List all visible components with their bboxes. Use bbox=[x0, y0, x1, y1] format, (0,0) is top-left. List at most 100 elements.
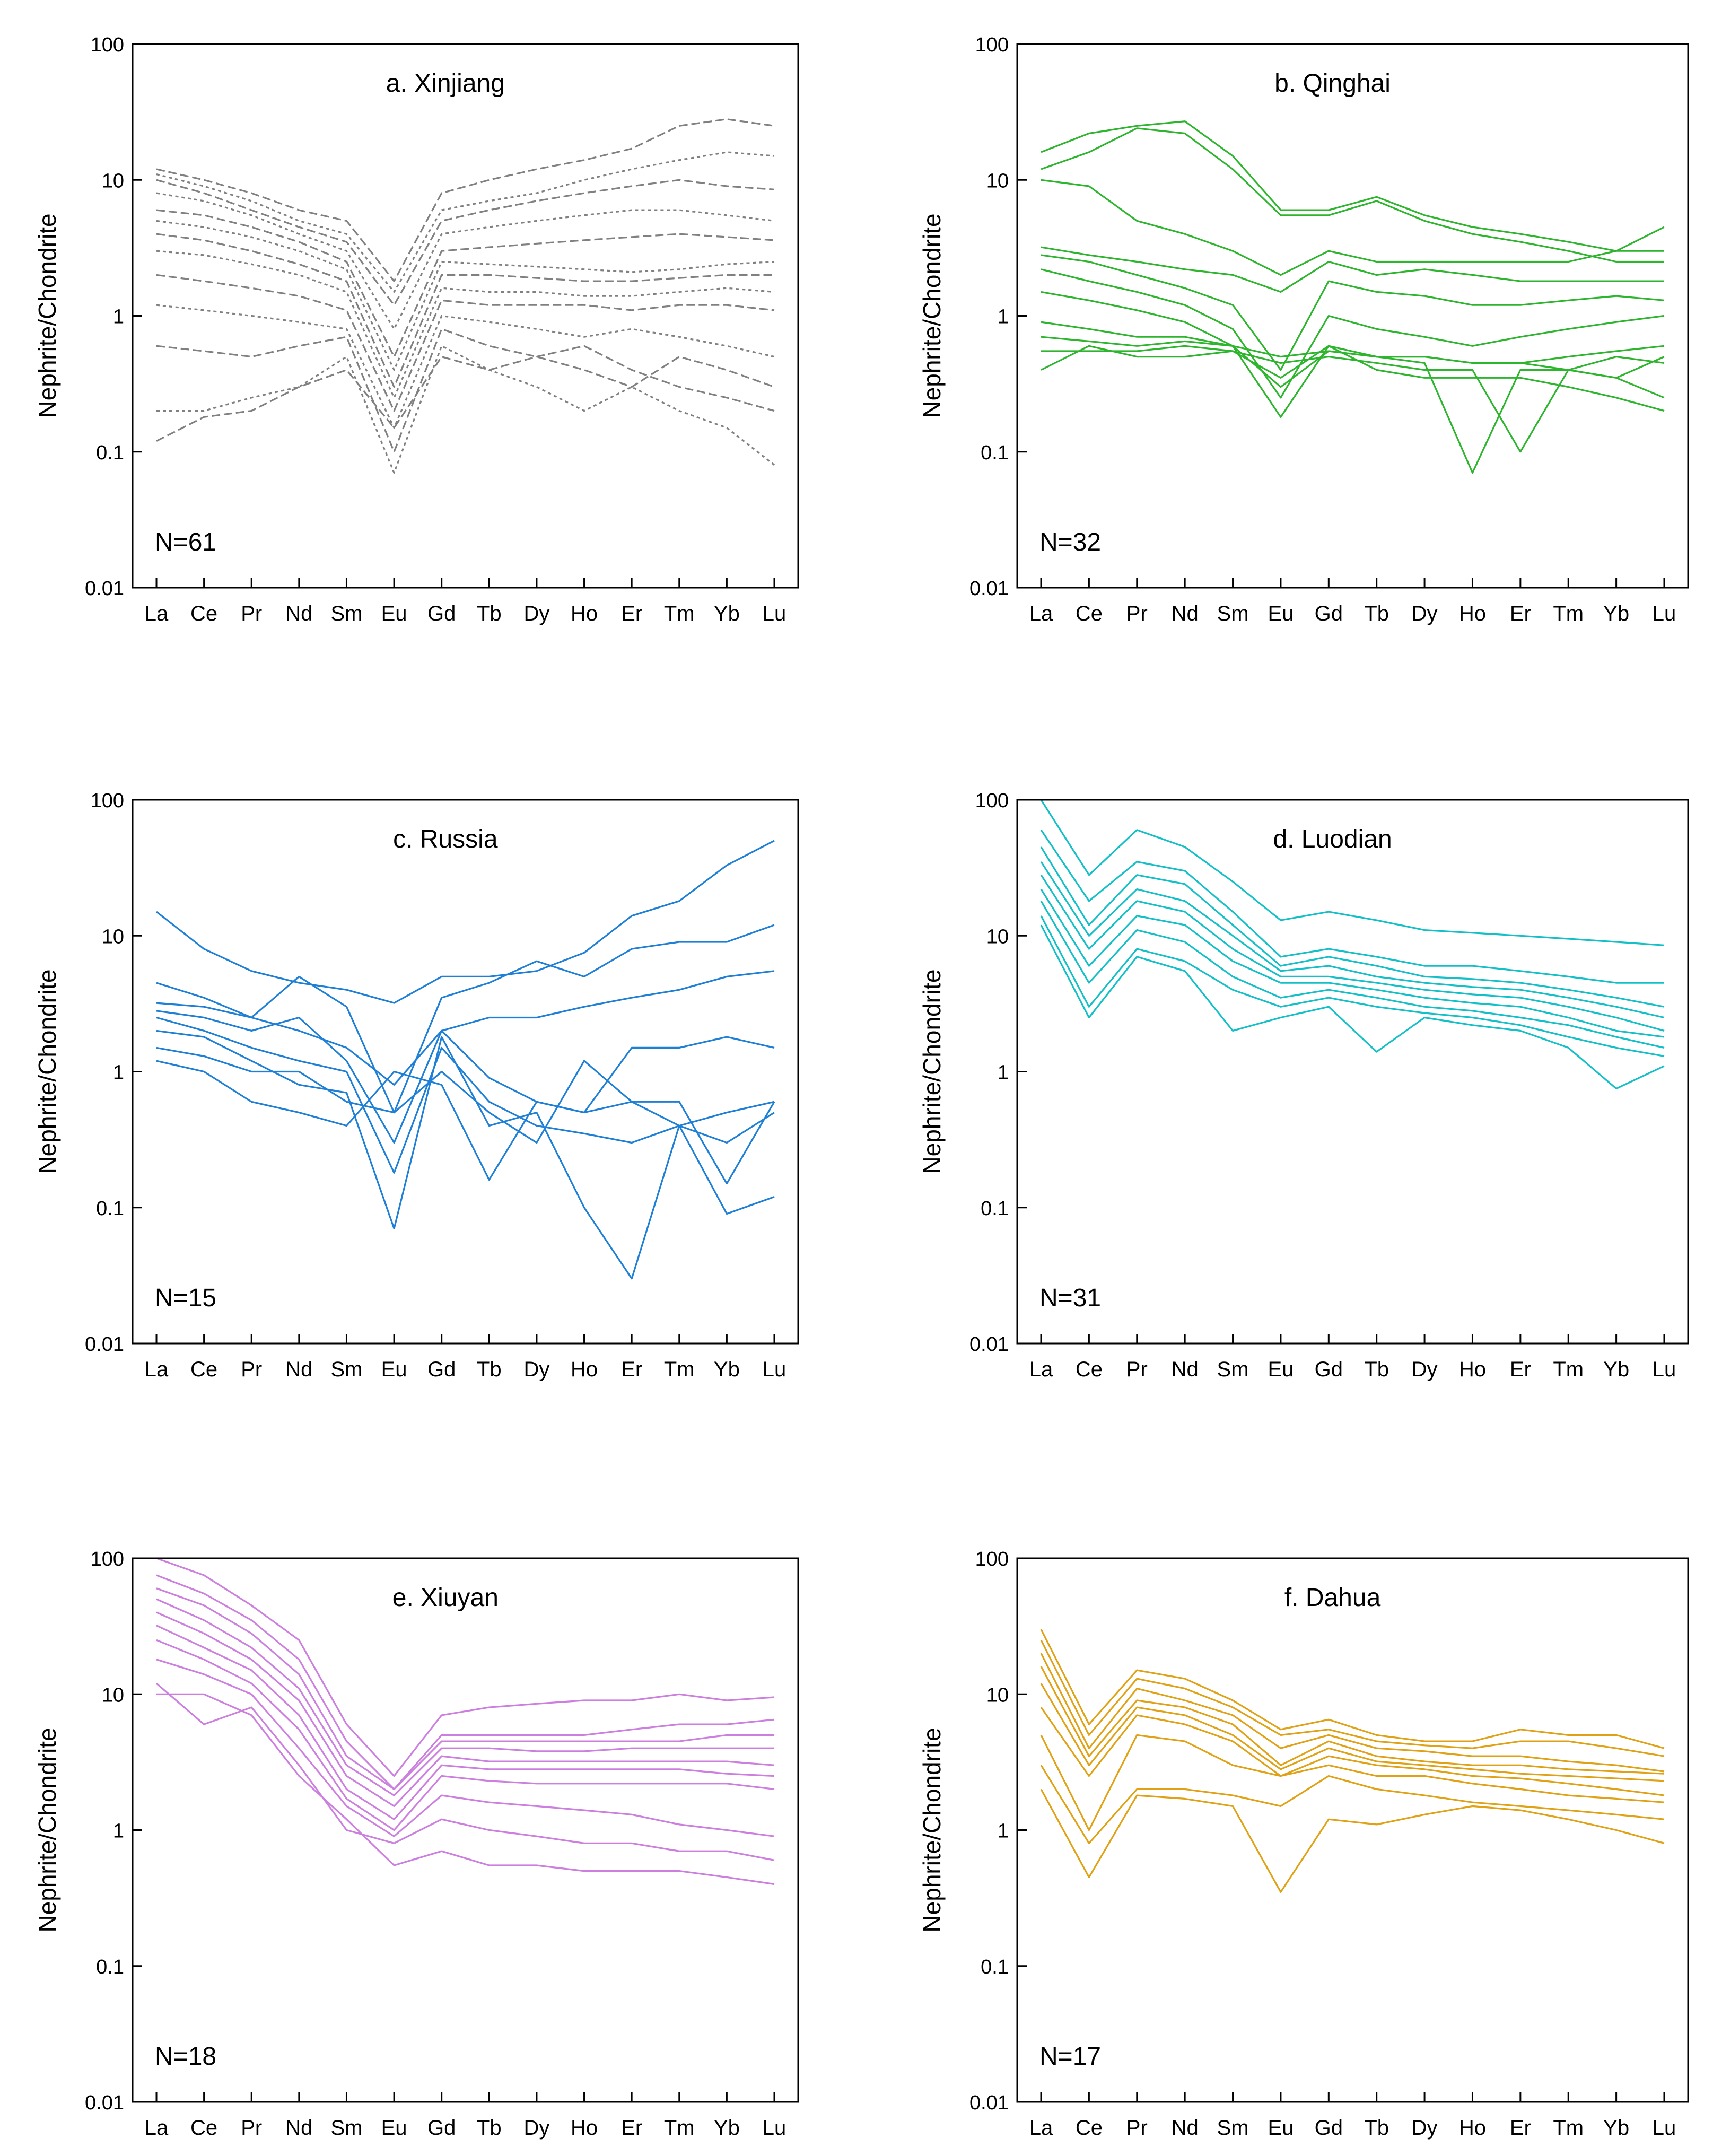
series-line-7 bbox=[156, 1639, 775, 1831]
y-tick-label: 100 bbox=[91, 34, 124, 56]
series-line-7 bbox=[156, 233, 774, 388]
chart-panel-2: 100 10 1 0.1 0.01 La Ce Pr Nd Sm Eu Gd Tb Dy Ho Er Tm Yb L… bbox=[918, 34, 1689, 625]
x-tick-label: Eu bbox=[1268, 1358, 1294, 1381]
series-line-1 bbox=[156, 118, 775, 282]
x-tick-label: Gd bbox=[427, 1358, 456, 1381]
x-tick-label: Tm bbox=[664, 602, 695, 625]
x-tick-label: La bbox=[1029, 602, 1053, 625]
y-tick-label: 1 bbox=[998, 306, 1009, 328]
series-line-2 bbox=[156, 151, 775, 293]
x-tick-label: Er bbox=[621, 602, 642, 625]
x-tick-label: Er bbox=[621, 2116, 642, 2140]
x-tick-label: Sm bbox=[330, 1358, 362, 1381]
x-tick-label: Tb bbox=[477, 2116, 502, 2140]
x-tick-label: Tm bbox=[1553, 2116, 1584, 2140]
y-tick-label: 10 bbox=[986, 170, 1009, 192]
chart-panel-1: 100 10 1 0.1 0.01 La Ce Pr Nd Sm Eu Gd Tb Dy Ho Er Tm Yb L… bbox=[33, 34, 799, 625]
series-line-8 bbox=[156, 1659, 775, 1837]
x-tick-label: Eu bbox=[1268, 602, 1294, 625]
series-line-5 bbox=[1040, 874, 1665, 1032]
series-line-2 bbox=[156, 1574, 775, 1790]
series-line-9 bbox=[1040, 924, 1665, 1090]
x-tick-label: Tm bbox=[1553, 1358, 1584, 1381]
x-tick-label: Er bbox=[1510, 1358, 1531, 1381]
x-tick-label: Pr bbox=[1126, 2116, 1148, 2140]
x-tick-label: Dy bbox=[1412, 1358, 1438, 1381]
x-tick-label: Tm bbox=[664, 2116, 695, 2140]
series-line-6 bbox=[1040, 888, 1665, 1038]
x-tick-label: Yb bbox=[714, 602, 740, 625]
y-tick-label: 10 bbox=[986, 926, 1009, 948]
chart-panel-5: 100 10 1 0.1 0.01 La Ce Pr Nd Sm Eu Gd Tb Dy Ho Er Tm Yb L… bbox=[33, 1548, 799, 2140]
series-line-6 bbox=[1040, 1707, 1665, 1796]
x-tick-label: Dy bbox=[523, 2116, 549, 2140]
series-line-5 bbox=[1041, 254, 1665, 371]
x-tick-label: Lu bbox=[1653, 2116, 1676, 2140]
series-line-6 bbox=[156, 1625, 775, 1820]
x-tick-label: Nd bbox=[1172, 2116, 1199, 2140]
series-line-3 bbox=[156, 970, 775, 1086]
x-tick-label: Lu bbox=[763, 2116, 786, 2140]
series-line-6 bbox=[156, 1029, 775, 1280]
series-line-2 bbox=[1041, 127, 1664, 263]
x-tick-label: Gd bbox=[1315, 1358, 1343, 1381]
chart-panel-4: 100 10 1 0.1 0.01 La Ce Pr Nd Sm Eu Gd Tb Dy Ho Er Tm Yb L… bbox=[918, 790, 1689, 1381]
y-axis-label: Nephrite/Chondrite bbox=[918, 1727, 946, 1932]
x-tick-label: La bbox=[145, 1358, 169, 1381]
series-line-13 bbox=[156, 345, 775, 442]
x-tick-label: Yb bbox=[1603, 602, 1629, 625]
y-tick-label: 10 bbox=[102, 926, 124, 948]
series-line-3 bbox=[156, 179, 775, 306]
x-tick-label: Eu bbox=[381, 2116, 407, 2140]
series-line-7 bbox=[1040, 900, 1665, 1049]
x-tick-label: Nd bbox=[1172, 602, 1199, 625]
x-tick-label: Ho bbox=[571, 1358, 598, 1381]
x-tick-label: Yb bbox=[1603, 2116, 1629, 2140]
x-tick-label: Nd bbox=[285, 1358, 312, 1381]
x-tick-label: Ce bbox=[190, 602, 217, 625]
x-tick-label: Sm bbox=[330, 602, 362, 625]
x-tick-label: Sm bbox=[330, 2116, 362, 2140]
x-tick-label: Pr bbox=[241, 1358, 262, 1381]
x-tick-label: Tb bbox=[1364, 2116, 1389, 2140]
x-tick-label: Ho bbox=[1459, 602, 1486, 625]
x-tick-label: Gd bbox=[1315, 602, 1343, 625]
plot-frame bbox=[1016, 1557, 1689, 2103]
x-tick-label: Lu bbox=[1653, 1358, 1676, 1381]
chart-panel-6: 100 10 1 0.1 0.01 La Ce Pr Nd Sm Eu Gd Tb Dy Ho Er Tm Yb L… bbox=[918, 1548, 1689, 2140]
x-tick-label: Dy bbox=[1412, 602, 1438, 625]
series-line-4 bbox=[156, 192, 775, 330]
series-line-4 bbox=[156, 1598, 774, 1796]
y-tick-label: 10 bbox=[102, 1684, 124, 1706]
series-line-3 bbox=[1040, 846, 1665, 1008]
y-tick-label: 0.01 bbox=[969, 1333, 1009, 1356]
x-tick-label: Eu bbox=[1268, 2116, 1294, 2140]
series-line-8 bbox=[156, 250, 775, 399]
sample-count-label: N=18 bbox=[155, 2042, 216, 2071]
y-tick-label: 0.1 bbox=[96, 1956, 124, 1978]
x-tick-label: Nd bbox=[285, 2116, 312, 2140]
y-tick-label: 1 bbox=[998, 1820, 1009, 1843]
x-tick-label: Eu bbox=[381, 1358, 407, 1381]
series-line-5 bbox=[1040, 1683, 1665, 1782]
series-line-8 bbox=[156, 1060, 775, 1185]
y-tick-label: 100 bbox=[975, 790, 1009, 812]
y-tick-label: 0.1 bbox=[96, 442, 124, 464]
x-tick-label: Yb bbox=[714, 2116, 740, 2140]
series-line-1 bbox=[1041, 120, 1664, 252]
y-tick-label: 0.01 bbox=[85, 1333, 124, 1356]
x-tick-label: La bbox=[145, 2116, 169, 2140]
y-tick-label: 0.01 bbox=[85, 2092, 124, 2114]
x-tick-label: Er bbox=[621, 1358, 642, 1381]
x-tick-label: La bbox=[1029, 1358, 1053, 1381]
y-tick-label: 0.01 bbox=[85, 578, 124, 600]
y-tick-label: 1 bbox=[113, 1820, 124, 1843]
y-tick-label: 0.1 bbox=[981, 1198, 1009, 1220]
series-line-10 bbox=[156, 304, 775, 429]
x-tick-label: Sm bbox=[1217, 602, 1249, 625]
y-tick-label: 1 bbox=[998, 1062, 1009, 1084]
x-tick-label: Ho bbox=[571, 602, 598, 625]
x-tick-label: Tb bbox=[477, 602, 502, 625]
x-tick-label: Nd bbox=[1172, 1358, 1199, 1381]
